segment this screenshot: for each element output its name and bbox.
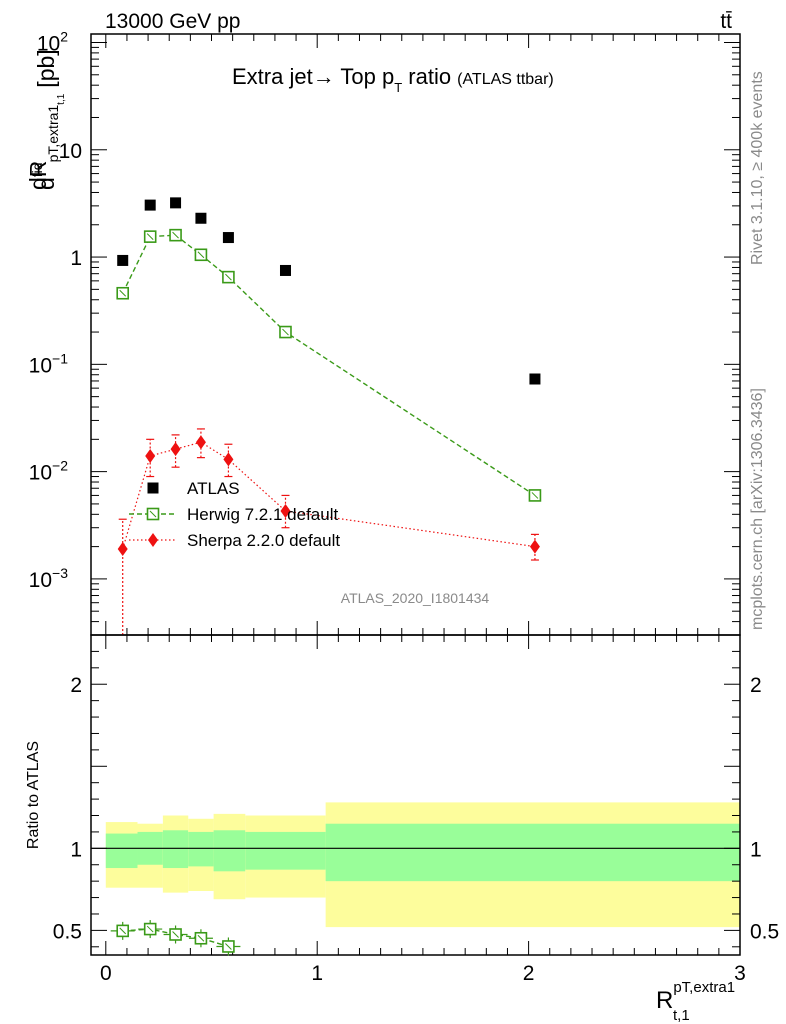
herwig-line — [122, 234, 536, 497]
xlabel-main: R — [656, 987, 673, 1014]
ratio-panel: 0 1 2 3 2 2 1 1 0.5 0.5 — [53, 634, 779, 985]
sherpa-point — [117, 541, 128, 556]
ratio-y-tick-label: 0.5 — [53, 920, 82, 943]
ratio-band-inner-6 — [325, 823, 740, 882]
y-tick-label: 10 — [59, 140, 82, 163]
ylabel-sigma-subsub: t,1 — [56, 93, 67, 105]
y-tick-label: 102 — [37, 28, 68, 55]
main-y-axis-label-denominator: dR — [25, 161, 51, 190]
ratio-band-inner-4 — [213, 830, 246, 872]
y-tick-label: 10−2 — [29, 458, 69, 485]
svg-text:dfidpT,extra1t,1[pb]: dfidpT,extra1t,1 [pb] — [29, 49, 67, 190]
ratio-y-tick-label-right: 2 — [750, 674, 762, 697]
ratio-frame — [90, 634, 741, 956]
sherpa-point — [195, 435, 206, 450]
xlabel-sub: t,1 — [673, 1007, 690, 1024]
legend-marker-atlas — [147, 482, 159, 494]
x-tick-label: 2 — [523, 962, 535, 985]
legend-label-0: ATLAS — [187, 479, 240, 498]
ratio-band-inner-0 — [105, 833, 138, 869]
title-small: (ATLAS ttbar) — [457, 71, 554, 88]
ratio-y-tick-label-right: 1 — [750, 838, 762, 861]
sherpa-point — [145, 448, 156, 463]
ylabel-sigma-sub: pT,extra1 — [45, 105, 61, 163]
ylabel-dR: dR — [25, 161, 51, 190]
x-tick-label: 1 — [311, 962, 323, 985]
sherpa-point — [280, 503, 291, 518]
atlas-point — [117, 254, 129, 266]
analysis-id-label: ATLAS_2020_I1801434 — [341, 590, 490, 606]
main-y-axis-label: dfidpT,extra1t,1 [pb] — [29, 49, 67, 190]
svg-text:Extra jet→ Top pT ratio(ATLAS: Extra jet→ Top pT ratio (ATLAS ttbar) — [232, 64, 554, 95]
ratio-y-axis-label: Ratio to ATLAS — [25, 741, 42, 849]
ratio-band-inner-3 — [188, 831, 214, 867]
y-tick-label: 1 — [70, 247, 82, 270]
ylabel-sigma-sup: fid — [29, 162, 45, 177]
main-panel: 102 10 1 10−1 10−2 10−3 — [29, 28, 741, 636]
ratio-y-tick-label: 1 — [70, 838, 82, 861]
ratio-band-inner-2 — [162, 830, 189, 869]
atlas-point — [529, 373, 541, 385]
atlas-point — [170, 197, 182, 209]
ratio-y-tick-label-right: 0.5 — [750, 920, 779, 943]
sherpa-point — [223, 452, 234, 467]
title-sub: T — [394, 80, 402, 95]
atlas-point — [144, 199, 156, 211]
legend-marker-sherpa — [148, 533, 158, 547]
atlas-point — [222, 232, 234, 244]
legend-label-2: Sherpa 2.2.0 default — [187, 531, 340, 550]
legend-label-1: Herwig 7.2.1 default — [187, 505, 338, 524]
legend: ATLAS Herwig 7.2.1 default Sherpa 2.2.0 de… — [129, 479, 340, 550]
rivet-note: Rivet 3.1.10, ≥ 400k events — [749, 71, 766, 265]
beam-label: 13000 GeV pp — [105, 10, 240, 33]
ylabel-d: d — [33, 177, 59, 190]
svg-text:RpT,extra1: RpT,extra1 — [656, 979, 735, 1014]
x-tick-label: 3 — [734, 962, 746, 985]
ratio-band-inner-5 — [245, 831, 326, 870]
mcplots-note: mcplots.cern.ch [arXiv:1306.3436] — [749, 388, 766, 630]
ylabel-unit: [pb] — [33, 49, 59, 87]
herwig-ratio-line — [122, 928, 229, 948]
y-tick-label: 10−3 — [29, 565, 69, 592]
process-label: tt̄ — [720, 10, 732, 33]
atlas-point — [279, 264, 291, 276]
sherpa-point — [529, 539, 540, 554]
ratio-y-tick-label: 2 — [70, 674, 82, 697]
atlas-point — [195, 212, 207, 224]
main-title: Extra jet→ Top pT ratio (ATLAS ttbar) — [232, 64, 554, 95]
title-suffix: ratio — [402, 64, 451, 89]
title-main: Extra jet→ Top p — [232, 64, 394, 89]
x-axis-label: RpT,extra1 t,1 — [656, 979, 735, 1024]
xlabel-sup: pT,extra1 — [673, 979, 735, 996]
sherpa-point — [170, 442, 181, 457]
y-tick-label: 10−1 — [29, 350, 69, 377]
x-tick-label: 0 — [100, 962, 112, 985]
